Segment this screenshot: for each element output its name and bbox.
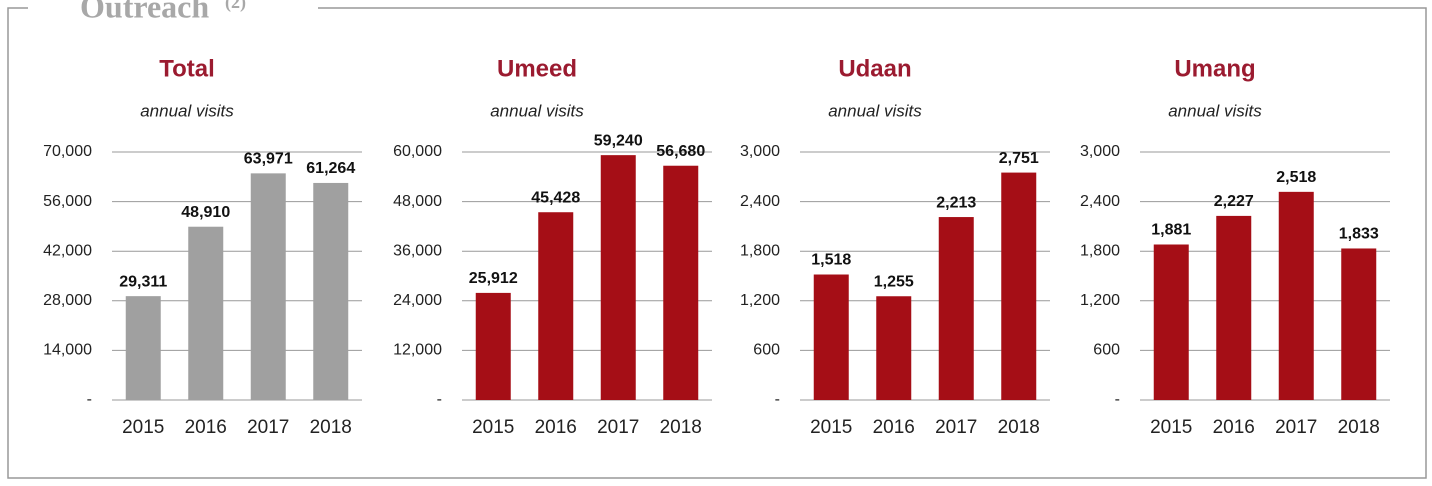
x-tick-label: 2017 [935, 417, 977, 438]
panel-title: Outreach [80, 0, 209, 24]
y-tick-label: 2,400 [1080, 193, 1120, 210]
value-label: 48,910 [181, 204, 230, 221]
bar [125, 296, 161, 400]
y-tick-label: 3,000 [1080, 143, 1120, 160]
x-tick-label: 2015 [1150, 417, 1192, 438]
value-label: 25,912 [469, 270, 518, 287]
value-label: 1,518 [811, 252, 851, 269]
y-tick-label: - [1115, 391, 1120, 408]
value-label: 2,213 [936, 194, 976, 211]
chart-subtitle: annual visits [140, 101, 234, 120]
y-tick-label: 1,800 [740, 242, 780, 259]
bar [1153, 244, 1189, 400]
y-tick-label: 60,000 [393, 143, 442, 160]
value-label: 2,751 [999, 150, 1039, 167]
bar [938, 217, 974, 400]
value-label: 1,833 [1339, 226, 1379, 243]
y-tick-label: 1,200 [1080, 292, 1120, 309]
x-tick-label: 2018 [1338, 417, 1380, 438]
bar [250, 173, 286, 400]
y-tick-label: 14,000 [43, 342, 92, 359]
x-tick-label: 2018 [310, 417, 352, 438]
y-tick-label: 24,000 [393, 292, 442, 309]
x-tick-label: 2016 [185, 417, 227, 438]
value-label: 61,264 [306, 160, 355, 177]
x-tick-label: 2016 [535, 417, 577, 438]
x-tick-label: 2018 [998, 417, 1040, 438]
chart-title: Udaan [838, 55, 911, 82]
x-tick-label: 2015 [122, 417, 164, 438]
value-label: 1,881 [1151, 222, 1191, 239]
y-tick-label: 2,400 [740, 193, 780, 210]
value-label: 1,255 [874, 273, 914, 290]
value-label: 2,518 [1276, 169, 1316, 186]
y-tick-label: 56,000 [43, 193, 92, 210]
x-tick-label: 2016 [873, 417, 915, 438]
y-tick-label: 1,800 [1080, 242, 1120, 259]
bar [538, 212, 574, 400]
bar [188, 226, 224, 400]
chart-title: Umang [1174, 55, 1255, 82]
y-tick-label: 48,000 [393, 193, 442, 210]
y-tick-label: 12,000 [393, 342, 442, 359]
value-label: 59,240 [594, 132, 643, 149]
y-tick-label: 28,000 [43, 292, 92, 309]
value-label: 56,680 [656, 143, 705, 160]
bar [1216, 215, 1252, 400]
value-label: 63,971 [244, 151, 293, 168]
bar [600, 155, 636, 400]
x-tick-label: 2017 [1275, 417, 1317, 438]
panel-note: (2) [225, 0, 246, 13]
title-backdrop [28, 0, 318, 22]
x-tick-label: 2017 [597, 417, 639, 438]
chart-subtitle: annual visits [490, 101, 584, 120]
bar [1341, 248, 1377, 400]
y-tick-label: 600 [1093, 342, 1120, 359]
x-tick-label: 2015 [472, 417, 514, 438]
bar [1001, 172, 1037, 400]
y-tick-label: 600 [753, 342, 780, 359]
y-tick-label: 1,200 [740, 292, 780, 309]
bar [663, 165, 699, 400]
value-label: 29,311 [119, 273, 167, 290]
y-tick-label: 42,000 [43, 242, 92, 259]
chart-title: Umeed [497, 55, 577, 82]
chart-subtitle: annual visits [828, 101, 922, 120]
bar [876, 296, 912, 400]
y-tick-label: - [775, 391, 780, 408]
x-tick-label: 2016 [1213, 417, 1255, 438]
y-tick-label: 36,000 [393, 242, 442, 259]
x-tick-label: 2017 [247, 417, 289, 438]
value-label: 45,428 [531, 189, 580, 206]
bar [313, 182, 349, 400]
chart-subtitle: annual visits [1168, 101, 1262, 120]
x-tick-label: 2015 [810, 417, 852, 438]
y-tick-label: 3,000 [740, 143, 780, 160]
bar [1278, 191, 1314, 400]
value-label: 2,227 [1214, 193, 1254, 210]
panel-frame [7, 7, 1427, 479]
y-tick-label: - [437, 391, 442, 408]
x-tick-label: 2018 [660, 417, 702, 438]
y-tick-label: - [87, 391, 92, 408]
chart-title: Total [159, 55, 215, 82]
bar [475, 292, 511, 400]
y-tick-label: 70,000 [43, 143, 92, 160]
bar [813, 274, 849, 400]
